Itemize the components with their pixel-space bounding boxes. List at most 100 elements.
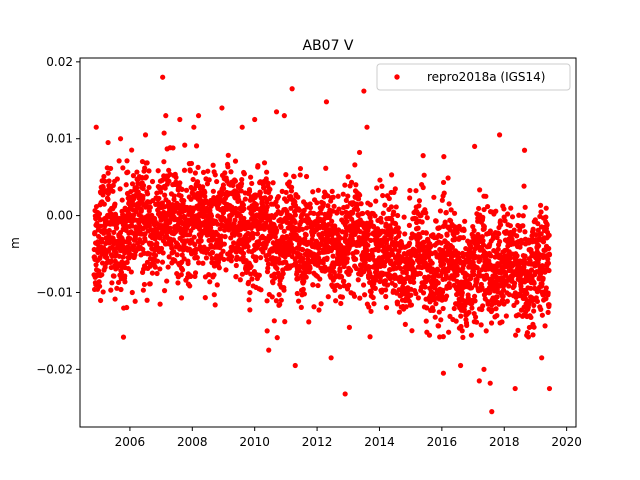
scatter-point: [433, 218, 439, 224]
scatter-point: [264, 204, 270, 210]
scatter-point: [515, 327, 521, 333]
scatter-point: [536, 243, 542, 249]
scatter-point: [435, 280, 441, 286]
scatter-point: [205, 168, 211, 174]
scatter-point: [420, 290, 427, 296]
scatter-point: [402, 231, 408, 237]
scatter-point: [471, 227, 477, 234]
scatter-point: [325, 294, 331, 300]
scatter-point: [241, 171, 247, 177]
scatter-point: [216, 265, 222, 271]
scatter-point: [93, 124, 99, 130]
scatter-point: [117, 136, 124, 142]
scatter-point: [370, 294, 376, 301]
scatter-point: [453, 318, 459, 324]
scatter-point: [316, 307, 322, 313]
scatter-point: [271, 318, 277, 324]
scatter-point: [232, 217, 238, 223]
scatter-point: [247, 289, 253, 296]
scatter-point: [338, 300, 344, 307]
scatter-point: [520, 213, 526, 219]
scatter-point: [211, 272, 217, 278]
legend-entry-label: repro2018a (IGS14): [427, 70, 545, 84]
scatter-point: [120, 165, 126, 171]
scatter-point: [524, 290, 530, 297]
scatter-point: [457, 362, 464, 369]
scatter-point: [179, 267, 186, 273]
scatter-point: [105, 196, 111, 202]
scatter-point: [318, 301, 324, 307]
scatter-point: [546, 245, 552, 252]
scatter-point: [110, 182, 116, 188]
x-tick-label: 2016: [427, 435, 458, 449]
scatter-point: [483, 193, 489, 199]
scatter-point: [280, 271, 286, 277]
scatter-point: [123, 182, 129, 188]
scatter-point: [292, 212, 298, 218]
scatter-point: [301, 278, 307, 284]
scatter-point: [410, 260, 416, 266]
scatter-point: [214, 178, 220, 185]
x-tick-label: 2012: [302, 435, 333, 449]
scatter-point: [435, 267, 441, 273]
scatter-point: [144, 160, 150, 166]
scatter-point: [391, 209, 397, 215]
scatter-point: [108, 287, 114, 293]
scatter-point: [128, 188, 134, 195]
scatter-point: [112, 201, 118, 207]
scatter-point: [164, 278, 170, 284]
scatter-point: [472, 298, 478, 304]
scatter-point: [160, 250, 166, 256]
scatter-point: [238, 181, 245, 187]
scatter-point: [247, 307, 253, 313]
scatter-point: [92, 230, 98, 236]
scatter-point: [444, 293, 450, 299]
scatter-point: [360, 210, 366, 217]
scatter-point: [306, 319, 312, 325]
scatter-point: [507, 223, 513, 229]
scatter-point: [383, 305, 390, 311]
scatter-point: [485, 203, 491, 210]
scatter-point: [228, 258, 234, 264]
scatter-point: [193, 143, 200, 149]
scatter-point: [314, 200, 320, 206]
scatter-point: [113, 250, 119, 256]
scatter-point: [531, 302, 537, 308]
scatter-point: [487, 380, 493, 386]
scatter-point: [269, 294, 275, 300]
scatter-point: [106, 227, 112, 234]
scatter-point: [543, 205, 549, 211]
scatter-point: [416, 198, 423, 204]
scatter-point: [493, 208, 499, 214]
scatter-point: [165, 264, 171, 270]
scatter-point: [440, 179, 447, 186]
scatter-point: [406, 222, 412, 228]
scatter-point: [480, 303, 486, 309]
scatter-point: [347, 268, 354, 274]
scatter-point: [462, 218, 468, 224]
scatter-point: [179, 186, 185, 192]
scatter-point: [274, 335, 280, 341]
scatter-point: [546, 252, 553, 258]
scatter-point: [289, 184, 295, 190]
scatter-point: [544, 222, 550, 228]
scatter-point: [354, 249, 360, 255]
legend-marker: [394, 74, 400, 80]
scatter-point: [514, 299, 520, 305]
scatter-point: [342, 182, 348, 188]
scatter-point: [408, 292, 414, 298]
scatter-point: [210, 188, 216, 194]
scatter-point: [441, 190, 447, 196]
scatter-point: [277, 301, 283, 308]
scatter-point: [310, 282, 316, 288]
scatter-point: [358, 201, 364, 207]
scatter-point: [426, 332, 433, 338]
scatter-point: [323, 99, 330, 105]
scatter-point: [419, 219, 425, 225]
scatter-point: [194, 255, 200, 261]
scatter-point: [143, 174, 149, 180]
scatter-point: [250, 231, 257, 237]
scatter-point: [105, 139, 111, 146]
scatter-point: [355, 207, 361, 213]
scatter-point: [201, 244, 207, 250]
